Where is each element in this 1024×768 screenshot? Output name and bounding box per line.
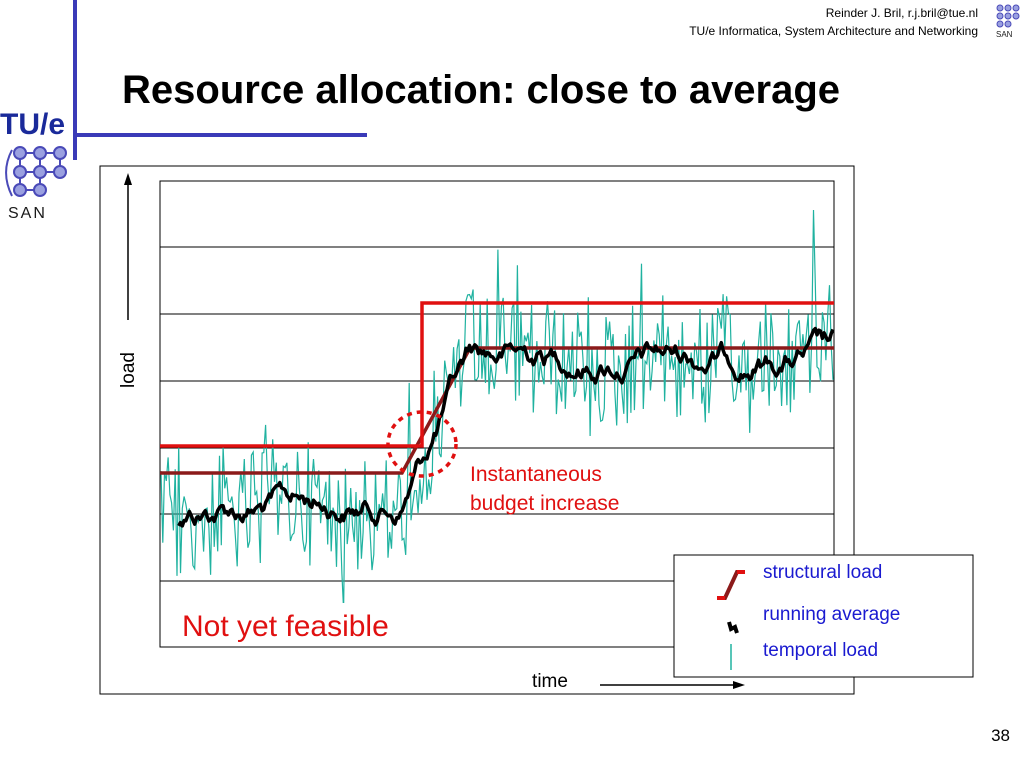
budget-increase-highlight [386, 410, 458, 478]
legend-swatch-running-average [727, 621, 739, 634]
x-axis-arrow [600, 681, 745, 689]
header-department: TU/e Informatica, System Architecture an… [689, 24, 978, 38]
legend-label-structural-load: structural load [763, 562, 882, 583]
series-running-average [177, 326, 835, 528]
budget-line [160, 301, 834, 448]
slide-title: Resource allocation: close to average [122, 68, 841, 112]
legend-swatch-structural-load [717, 570, 745, 600]
x-axis-label: time [532, 671, 568, 692]
legend-label-temporal-load: temporal load [763, 640, 878, 661]
y-axis-arrow [124, 173, 132, 320]
annotation-instantaneous: Instantaneous [470, 463, 602, 486]
tue-logo-text: TU/e [0, 108, 65, 141]
annotation-not-feasible: Not yet feasible [182, 610, 389, 643]
annotation-background [170, 603, 420, 643]
y-axis-label: load [118, 352, 139, 388]
tue-san-logo: TU/e SAN [0, 108, 67, 222]
legend-label-running-average: running average [763, 604, 900, 625]
accent-horizontal-bar [77, 133, 367, 137]
running-average-line [177, 326, 835, 528]
chart-legend: structural load running average temporal… [673, 554, 974, 678]
series-budget [160, 301, 834, 448]
header-author: Reinder J. Bril, r.j.bril@tue.nl [825, 6, 978, 20]
san-small-logo: SAN [996, 4, 1020, 39]
page-number: 38 [991, 726, 1010, 745]
accent-vertical-bar [73, 0, 77, 160]
annotation-budget-increase: budget increase [470, 492, 619, 515]
san-small-text: SAN [996, 30, 1013, 39]
san-network-icon [5, 146, 67, 197]
legend-box [673, 554, 974, 678]
plot-area [159, 180, 835, 648]
san-logo-text: SAN [8, 205, 47, 222]
